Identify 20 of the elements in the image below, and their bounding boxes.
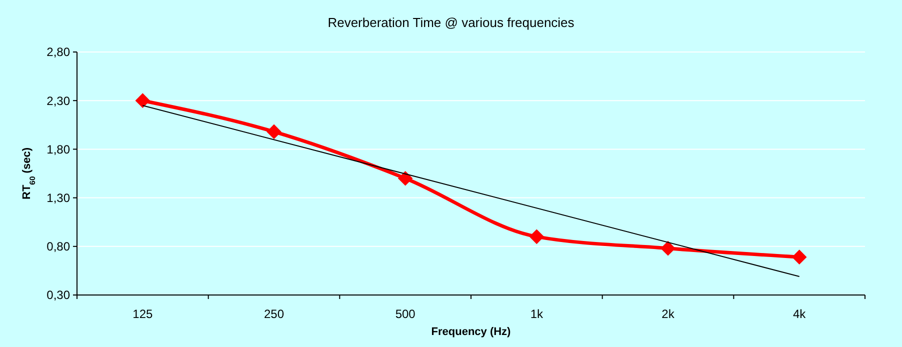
point xyxy=(135,93,150,108)
y-tick-label: 0,80 xyxy=(46,240,70,254)
point xyxy=(529,229,544,244)
point xyxy=(398,170,413,186)
x-tick-label: 4k xyxy=(792,307,807,321)
chart-title: Reverberation Time @ various frequencies xyxy=(328,15,575,30)
point xyxy=(792,250,807,265)
x-tick-label: 500 xyxy=(395,307,416,321)
y-tick-label: 0,30 xyxy=(46,288,70,302)
x-tick-label: 2k xyxy=(662,307,676,321)
point xyxy=(660,240,676,256)
x-tick-label: 125 xyxy=(132,307,153,321)
x-tick-label: 1k xyxy=(530,307,544,321)
x-axis-title: Frequency (Hz) xyxy=(431,326,512,338)
y-tick-label: 1,80 xyxy=(46,142,70,156)
x-tick-label: 250 xyxy=(264,307,284,321)
point xyxy=(266,124,282,140)
y-tick-label: 2,30 xyxy=(46,94,70,108)
y-tick-label: 2,80 xyxy=(46,45,70,60)
y-tick-label: 1,30 xyxy=(46,191,70,205)
